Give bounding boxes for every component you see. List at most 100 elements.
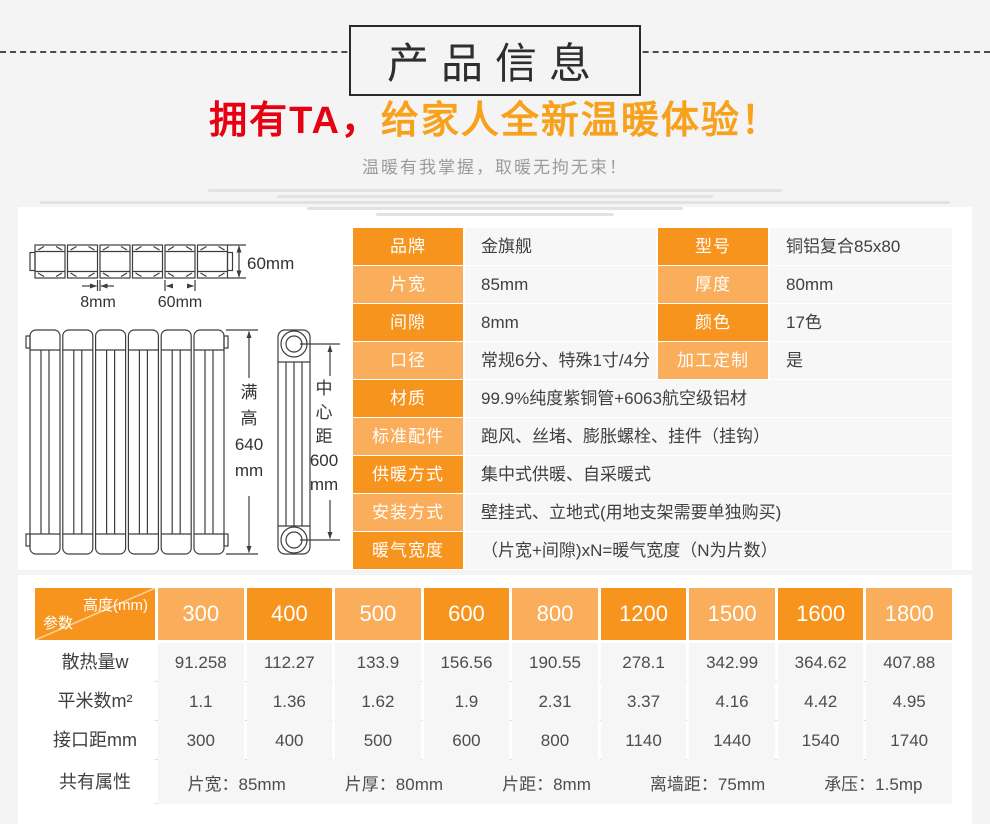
height-column-header: 800 [512, 588, 598, 640]
corner-label-param: 参数 [43, 615, 74, 632]
spec-label-piece-width: 片宽 [353, 266, 463, 303]
spec-row: 片宽 85mm 厚度 80mm [353, 266, 952, 303]
spec-value-accessories: 跑风、丝堵、膨胀螺栓、挂件（挂钩） [465, 418, 952, 455]
spec-label-heating-mode: 供暖方式 [353, 456, 463, 493]
height-column-header: 500 [335, 588, 421, 640]
spec-value-gap: 8mm [465, 304, 656, 341]
dim-full-height-line: 满 [240, 383, 258, 402]
table-cell: 4.42 [777, 682, 864, 721]
spec-row: 暖气宽度 （片宽+间隙)xN=暖气宽度（N为片数） [353, 532, 952, 569]
table-row-port-distance: 接口距mm 300 400 500 600 800 1140 1440 1540… [35, 721, 952, 760]
watermark-line [277, 195, 713, 198]
radiator-technical-drawing: 60mm 8mm 60mm 满 高 640 mm 中 心 距 600 mm [18, 228, 353, 571]
spec-panel: 60mm 8mm 60mm 满 高 640 mm 中 心 距 600 mm 品牌… [18, 207, 972, 570]
dim-section-height: 60mm [247, 254, 295, 273]
height-column-header: 1600 [777, 588, 864, 640]
common-attr: 片宽：85mm [187, 774, 286, 794]
size-table-header: 高度(mm) 参数 300 400 500 600 800 1200 1500 … [35, 588, 952, 640]
table-row-common-attributes: 共有属性 片宽：85mm 片厚：80mm 片距：8mm 离墙距：75mm 承压：… [35, 760, 952, 804]
table-cell: 1.62 [335, 682, 421, 721]
dim-full-height: 满 高 640 mm [235, 380, 263, 484]
table-cell: 1540 [777, 721, 864, 760]
dim-full-height-line: 640 [234, 435, 264, 454]
height-column-header: 600 [423, 588, 510, 640]
spec-value-install-mode: 壁挂式、立地式(用地支架需要单独购买) [465, 494, 952, 531]
spec-row: 材质 99.9%纯度紫铜管+6063航空级铝材 [353, 380, 952, 417]
table-cell: 4.16 [689, 682, 775, 721]
spec-label-material: 材质 [353, 380, 463, 417]
spec-value-material: 99.9%纯度紫铜管+6063航空级铝材 [465, 380, 952, 417]
watermark-line [207, 189, 783, 192]
table-corner-cell: 高度(mm) 参数 [35, 588, 155, 640]
dim-full-height-line: 高 [240, 409, 258, 428]
spec-label-caliber: 口径 [353, 342, 463, 379]
spec-row: 供暖方式 集中式供暖、自采暖式 [353, 456, 952, 493]
title-row: 产品信息 [0, 0, 990, 96]
radiator-side-view [277, 329, 340, 555]
dim-center-distance-line: 距 [315, 427, 333, 446]
table-row-heat-output: 散热量w 91.258 112.27 133.9 156.56 190.55 2… [35, 643, 952, 682]
spec-value-customization: 是 [770, 342, 952, 379]
spec-label-model: 型号 [658, 228, 768, 265]
spec-label-install-mode: 安装方式 [353, 494, 463, 531]
spec-label-color: 颜色 [658, 304, 768, 341]
spec-label-gap: 间隙 [353, 304, 463, 341]
table-cell: 400 [246, 721, 333, 760]
spec-label-brand: 品牌 [353, 228, 463, 265]
dim-full-height-line: mm [234, 461, 264, 480]
dim-center-distance-line: 600 [309, 451, 339, 470]
spec-label-radiator-width: 暖气宽度 [353, 532, 463, 569]
spec-row: 品牌 金旗舰 型号 铜铝复合85x80 [353, 228, 952, 265]
common-attr: 片厚：80mm [344, 774, 444, 794]
radiator-front-view [25, 329, 258, 555]
spec-label-accessories: 标准配件 [353, 418, 463, 455]
dim-section-gap: 8mm [80, 294, 116, 311]
table-cell: 112.27 [246, 643, 333, 682]
table-cell: 278.1 [600, 643, 687, 682]
table-cell: 156.56 [423, 643, 510, 682]
radiator-diagram-svg [25, 244, 340, 555]
dim-center-distance-line: mm [309, 475, 339, 494]
spec-value-color: 17色 [770, 304, 952, 341]
corner-label-height: 高度(mm) [83, 597, 148, 614]
height-column-header: 1500 [689, 588, 775, 640]
table-cell: 364.62 [777, 643, 864, 682]
spec-row: 口径 常规6分、特殊1寸/4分 加工定制 是 [353, 342, 952, 379]
row-label: 接口距mm [35, 721, 155, 760]
table-cell: 2.31 [512, 682, 598, 721]
spec-row: 标准配件 跑风、丝堵、膨胀螺栓、挂件（挂钩） [353, 418, 952, 455]
spec-value-caliber: 常规6分、特殊1寸/4分 [465, 342, 656, 379]
spec-label-thickness: 厚度 [658, 266, 768, 303]
table-cell: 1140 [600, 721, 687, 760]
common-attributes-values: 片宽：85mm 片厚：80mm 片距：8mm 离墙距：75mm 承压：1.5mp [158, 760, 952, 804]
height-column-header: 1200 [600, 588, 687, 640]
spec-table: 品牌 金旗舰 型号 铜铝复合85x80 片宽 85mm 厚度 80mm 间隙 8… [353, 228, 952, 570]
table-cell: 800 [512, 721, 598, 760]
table-cell: 1.1 [158, 682, 244, 721]
spec-value-model: 铜铝复合85x80 [770, 228, 952, 265]
table-cell: 133.9 [335, 643, 421, 682]
table-cell: 300 [158, 721, 244, 760]
table-cell: 342.99 [689, 643, 775, 682]
spec-value-brand: 金旗舰 [465, 228, 656, 265]
table-row-square-meters: 平米数m² 1.1 1.36 1.62 1.9 2.31 3.37 4.16 4… [35, 682, 952, 721]
height-column-header: 1800 [866, 588, 952, 640]
watermark-lines [0, 189, 990, 216]
headline-red: 拥有TA， [209, 100, 381, 142]
table-cell: 1.9 [423, 682, 510, 721]
table-cell: 407.88 [866, 643, 952, 682]
headline-orange: 给家人全新温暖体验！ [380, 100, 781, 142]
spec-value-thickness: 80mm [770, 266, 952, 303]
table-cell: 600 [423, 721, 510, 760]
size-table-panel: 高度(mm) 参数 300 400 500 600 800 1200 1500 … [18, 575, 972, 824]
spec-label-customization: 加工定制 [658, 342, 768, 379]
radiator-top-view [29, 244, 246, 291]
table-cell: 91.258 [158, 643, 244, 682]
table-cell: 1740 [866, 721, 952, 760]
spec-row: 间隙 8mm 颜色 17色 [353, 304, 952, 341]
common-attr: 承压：1.5mp [824, 774, 923, 794]
dim-center-distance-line: 心 [315, 403, 333, 422]
page-title: 产品信息 [348, 25, 641, 96]
watermark-line [306, 207, 684, 210]
